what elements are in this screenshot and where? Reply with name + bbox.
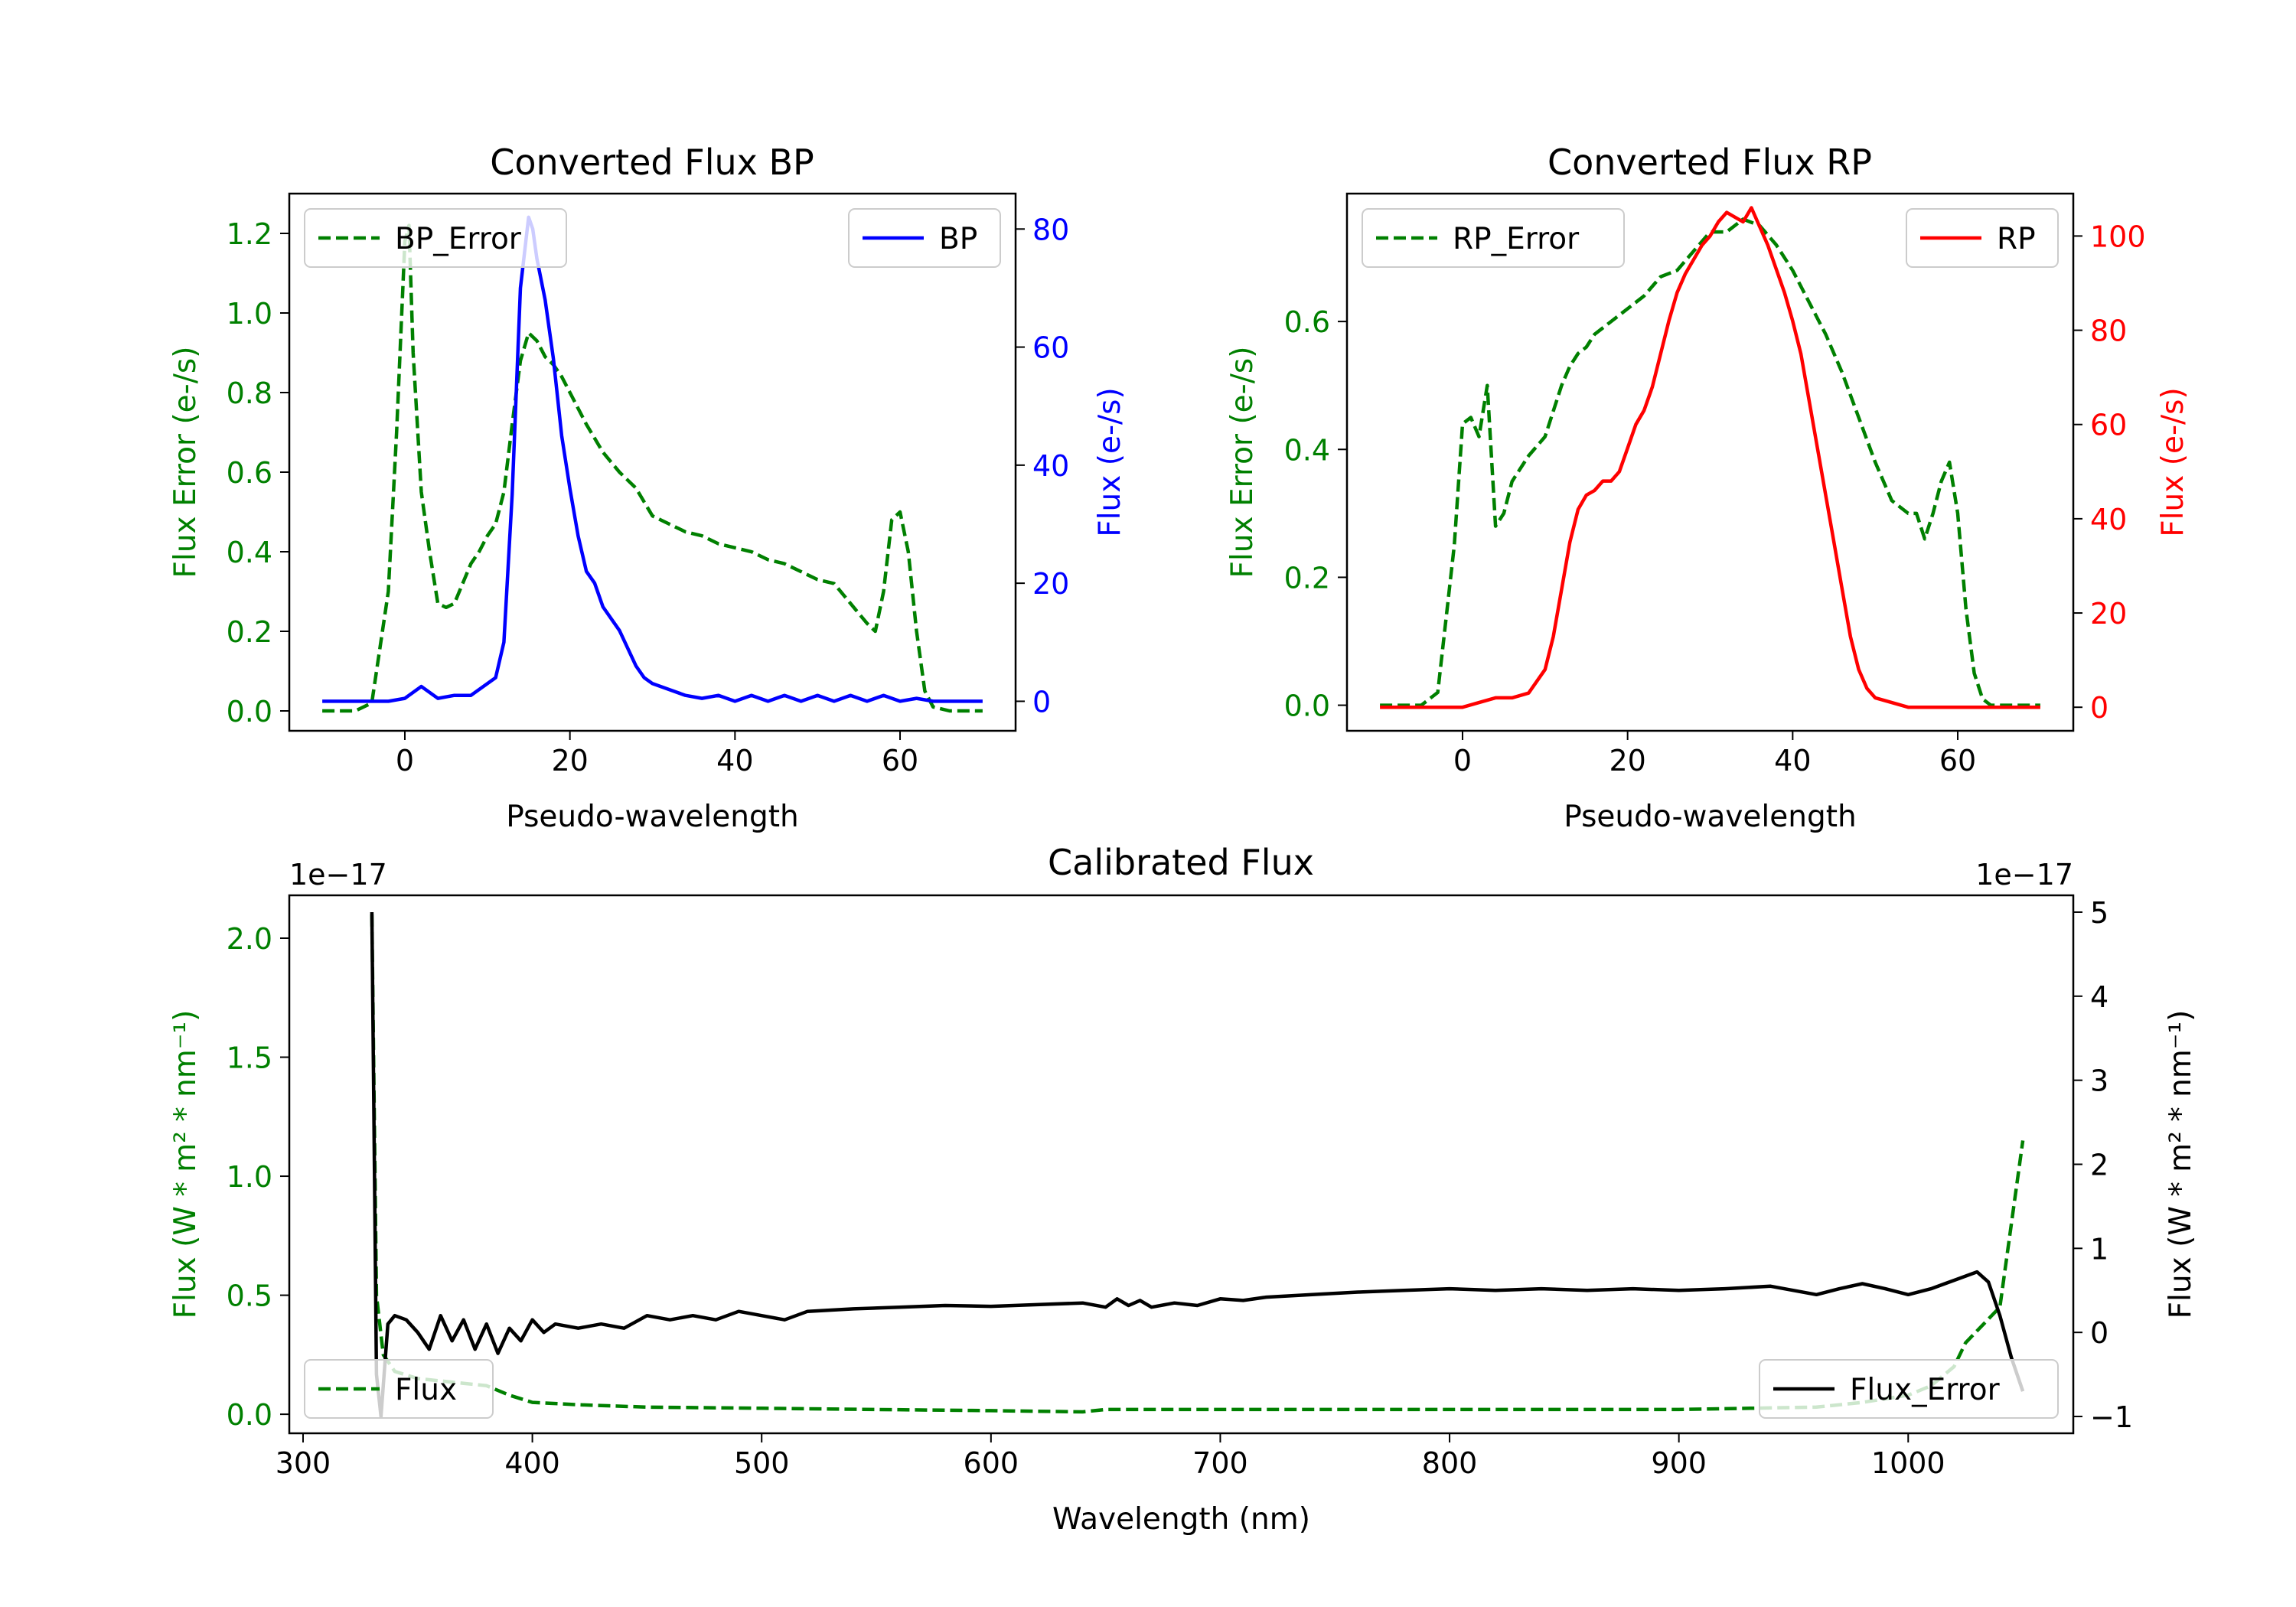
bp-yr-tick-label: 20 <box>1032 567 1069 601</box>
rp-yr-tick-label: 0 <box>2090 691 2108 725</box>
cal-x-tick-label: 400 <box>504 1446 560 1480</box>
cal-panel: Calibrated Flux 300 400 500 600 700 800 900 1000… <box>168 842 2198 1537</box>
bp-yl-tick-label: 0.4 <box>227 536 272 569</box>
cal-yr-tick-label: 0 <box>2090 1316 2108 1350</box>
cal-x-tick-label: 300 <box>276 1446 331 1480</box>
cal-x-tick-label: 800 <box>1422 1446 1478 1480</box>
bp-y-right-label: Flux (e-/s) <box>1093 387 1127 536</box>
rp-yl-tick-label: 0.0 <box>1284 689 1330 723</box>
cal-x-tick-label: 600 <box>964 1446 1019 1480</box>
bp-legend-label: BP_Error <box>395 222 522 256</box>
cal-yl-tick-label: 1.5 <box>227 1041 272 1075</box>
cal-yr-tick-label: 2 <box>2090 1149 2108 1182</box>
rp-y-left-label: Flux Error (e-/s) <box>1225 347 1260 579</box>
rp-x-tick-label: 0 <box>1453 744 1472 777</box>
cal-y-left-label: Flux (W * m² * nm⁻¹) <box>168 1010 203 1319</box>
rp-legend-label: RP_Error <box>1453 222 1580 256</box>
cal-legend-right: Flux_Error <box>1759 1359 2059 1419</box>
cal-exponent-right: 1e−17 <box>1975 858 2073 892</box>
cal-yr-tick-label: 3 <box>2090 1064 2108 1098</box>
rp-yl-tick-label: 0.4 <box>1284 433 1330 467</box>
cal-yl-tick-label: 2.0 <box>227 922 272 956</box>
cal-axes-frame <box>288 894 2075 1435</box>
cal-yl-tick-label: 0.5 <box>227 1279 272 1313</box>
rp-panel: Converted Flux RP 0 20 40 60 0.0 0.2 0.4 0.6 0 20 4… <box>1225 142 2190 834</box>
cal-series-flux_error <box>370 914 2025 1414</box>
bp-series-bp_error <box>322 223 983 713</box>
bp-legend-label: BP <box>939 222 977 256</box>
bp-yr-tick-label: 80 <box>1032 213 1069 246</box>
bp-legend-left: BP_Error <box>304 208 567 268</box>
cal-exponent-left: 1e−17 <box>289 858 387 892</box>
bp-y-left-label: Flux Error (e-/s) <box>168 347 203 579</box>
rp-legend-box <box>1906 208 2059 268</box>
rp-legend-label: RP <box>1997 222 2036 256</box>
bp-yl-tick-label: 0.0 <box>227 695 272 729</box>
bp-yr-tick-label: 0 <box>1032 685 1051 719</box>
cal-yr-tick-label: 5 <box>2090 896 2108 930</box>
bp-x-tick-label: 40 <box>716 744 753 777</box>
cal-x-tick-label: 700 <box>1192 1446 1248 1480</box>
cal-series-flux <box>370 911 2025 1419</box>
cal-yr-tick-label: 1 <box>2090 1232 2108 1266</box>
rp-yl-tick-label: 0.2 <box>1284 561 1330 595</box>
bp-legend-right: BP <box>848 208 1001 268</box>
rp-yr-tick-label: 80 <box>2090 315 2127 348</box>
cal-x-tick-label: 1000 <box>1871 1446 1945 1480</box>
rp-x-tick-label: 20 <box>1609 744 1645 777</box>
cal-yl-tick-label: 1.0 <box>227 1160 272 1194</box>
bp-x-label: Pseudo-wavelength <box>506 800 798 834</box>
bp-legend-box <box>848 208 1001 268</box>
rp-series-rp_error <box>1380 217 2040 707</box>
cal-x-tick-label: 500 <box>734 1446 790 1480</box>
rp-yl-tick-label: 0.6 <box>1284 305 1330 339</box>
rp-x-label: Pseudo-wavelength <box>1564 800 1856 834</box>
cal-legend-label: Flux <box>395 1373 457 1407</box>
bp-x-tick-label: 0 <box>396 744 414 777</box>
bp-yr-tick-label: 40 <box>1032 449 1069 483</box>
bp-yl-tick-label: 0.8 <box>227 376 272 410</box>
bp-title: Converted Flux BP <box>490 142 814 183</box>
bp-yl-tick-label: 0.2 <box>227 615 272 649</box>
rp-axes-frame <box>1345 192 2075 732</box>
bp-yl-tick-label: 0.6 <box>227 456 272 490</box>
cal-legend-box <box>304 1359 494 1419</box>
rp-title: Converted Flux RP <box>1548 142 1872 183</box>
bp-series-bp <box>322 215 983 703</box>
bp-yr-tick-label: 60 <box>1032 331 1069 365</box>
rp-yr-tick-label: 100 <box>2090 220 2146 253</box>
cal-title: Calibrated Flux <box>1048 842 1314 883</box>
cal-yr-tick-label: 4 <box>2090 980 2108 1014</box>
rp-series-rp <box>1380 206 2040 709</box>
rp-x-tick-label: 40 <box>1774 744 1811 777</box>
cal-yl-tick-label: 0.0 <box>227 1398 272 1432</box>
cal-y-right-label: Flux (W * m² * nm⁻¹) <box>2164 1010 2198 1319</box>
rp-x-tick-label: 60 <box>1939 744 1976 777</box>
cal-yr-tick-label: −1 <box>2090 1400 2133 1434</box>
bp-yl-tick-label: 1.2 <box>227 217 272 251</box>
rp-legend-right: RP <box>1906 208 2059 268</box>
bp-x-tick-label: 20 <box>551 744 588 777</box>
rp-yr-tick-label: 20 <box>2090 597 2127 631</box>
cal-x-tick-label: 900 <box>1651 1446 1707 1480</box>
bp-yl-tick-label: 1.0 <box>227 297 272 331</box>
bp-x-tick-label: 60 <box>882 744 918 777</box>
rp-yr-tick-label: 60 <box>2090 409 2127 442</box>
rp-legend-left: RP_Error <box>1362 208 1625 268</box>
bp-legend-box <box>304 208 567 268</box>
cal-x-label: Wavelength (nm) <box>1052 1502 1310 1537</box>
rp-yr-tick-label: 40 <box>2090 503 2127 536</box>
bp-panel: Converted Flux BP 0 20 40 60 0.0 0.2 0.4 0.6 0.8 1… <box>168 142 1127 834</box>
rp-legend-box <box>1362 208 1625 268</box>
rp-y-right-label: Flux (e-/s) <box>2156 387 2190 536</box>
bp-axes-frame <box>288 192 1017 732</box>
cal-legend-left: Flux <box>304 1359 494 1419</box>
cal-legend-box <box>1759 1359 2059 1419</box>
cal-legend-label: Flux_Error <box>1850 1373 2001 1407</box>
